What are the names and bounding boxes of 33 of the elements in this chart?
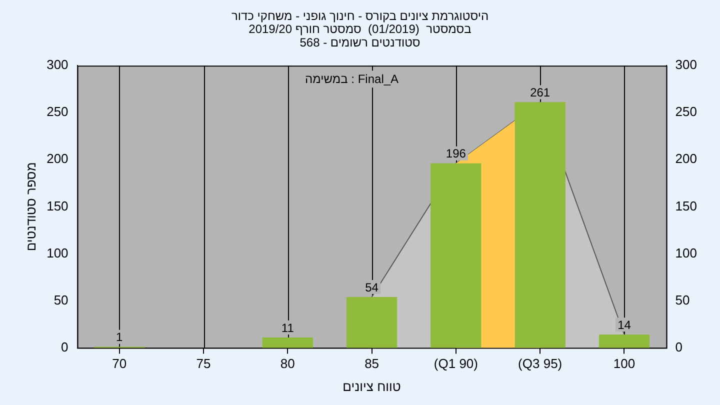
y2-tick-label: 100 (675, 245, 698, 260)
data-label: 196 (446, 146, 466, 161)
y-tick-label: 150 (46, 198, 68, 214)
y2-tick-label: 50 (675, 292, 690, 308)
y-tick-label: 250 (46, 104, 68, 120)
y-tick-label: 50 (54, 292, 68, 308)
annotation: במשימה : Final_A (305, 72, 399, 86)
x-tick-label: 70 (112, 356, 127, 372)
y2-tick-label: 0 (675, 339, 683, 354)
data-label: 1 (116, 330, 124, 344)
y2-tick-label: 300 (675, 57, 698, 72)
text: בסמסטר (01/2019) סמסטר חורף 2019/20 (248, 22, 472, 36)
data-label: 14 (618, 318, 632, 332)
y2-tick-label: 150 (675, 198, 698, 214)
x-tick-label: 80 (280, 356, 295, 372)
y-tick-label: 0 (61, 339, 68, 354)
x-tick-label: 100 (613, 356, 636, 372)
y-axis-title: מספר סטודנטים (23, 162, 38, 252)
y2-tick-label: 200 (675, 151, 698, 166)
data-label: 261 (530, 86, 550, 100)
text: היסטוגרמת ציונים בקורס - חינוך גופני - משחקי כדור (231, 8, 489, 23)
x-axis-title: טווח ציונים (342, 378, 401, 394)
y-tick-label: 200 (46, 151, 68, 166)
x-tick-label: (Q3 95) (518, 356, 562, 372)
y-tick-label: 100 (46, 245, 68, 260)
x-tick-label: (Q1 90) (434, 356, 478, 372)
y2-tick-label: 250 (675, 104, 698, 120)
text: סטודנטים רשומים - 568 (300, 35, 420, 50)
x-tick-label: 85 (364, 356, 380, 372)
x-tick-label: 75 (196, 356, 211, 372)
data-label: 11 (281, 320, 294, 335)
y-tick-label: 300 (46, 57, 68, 72)
data-label: 54 (365, 280, 379, 294)
